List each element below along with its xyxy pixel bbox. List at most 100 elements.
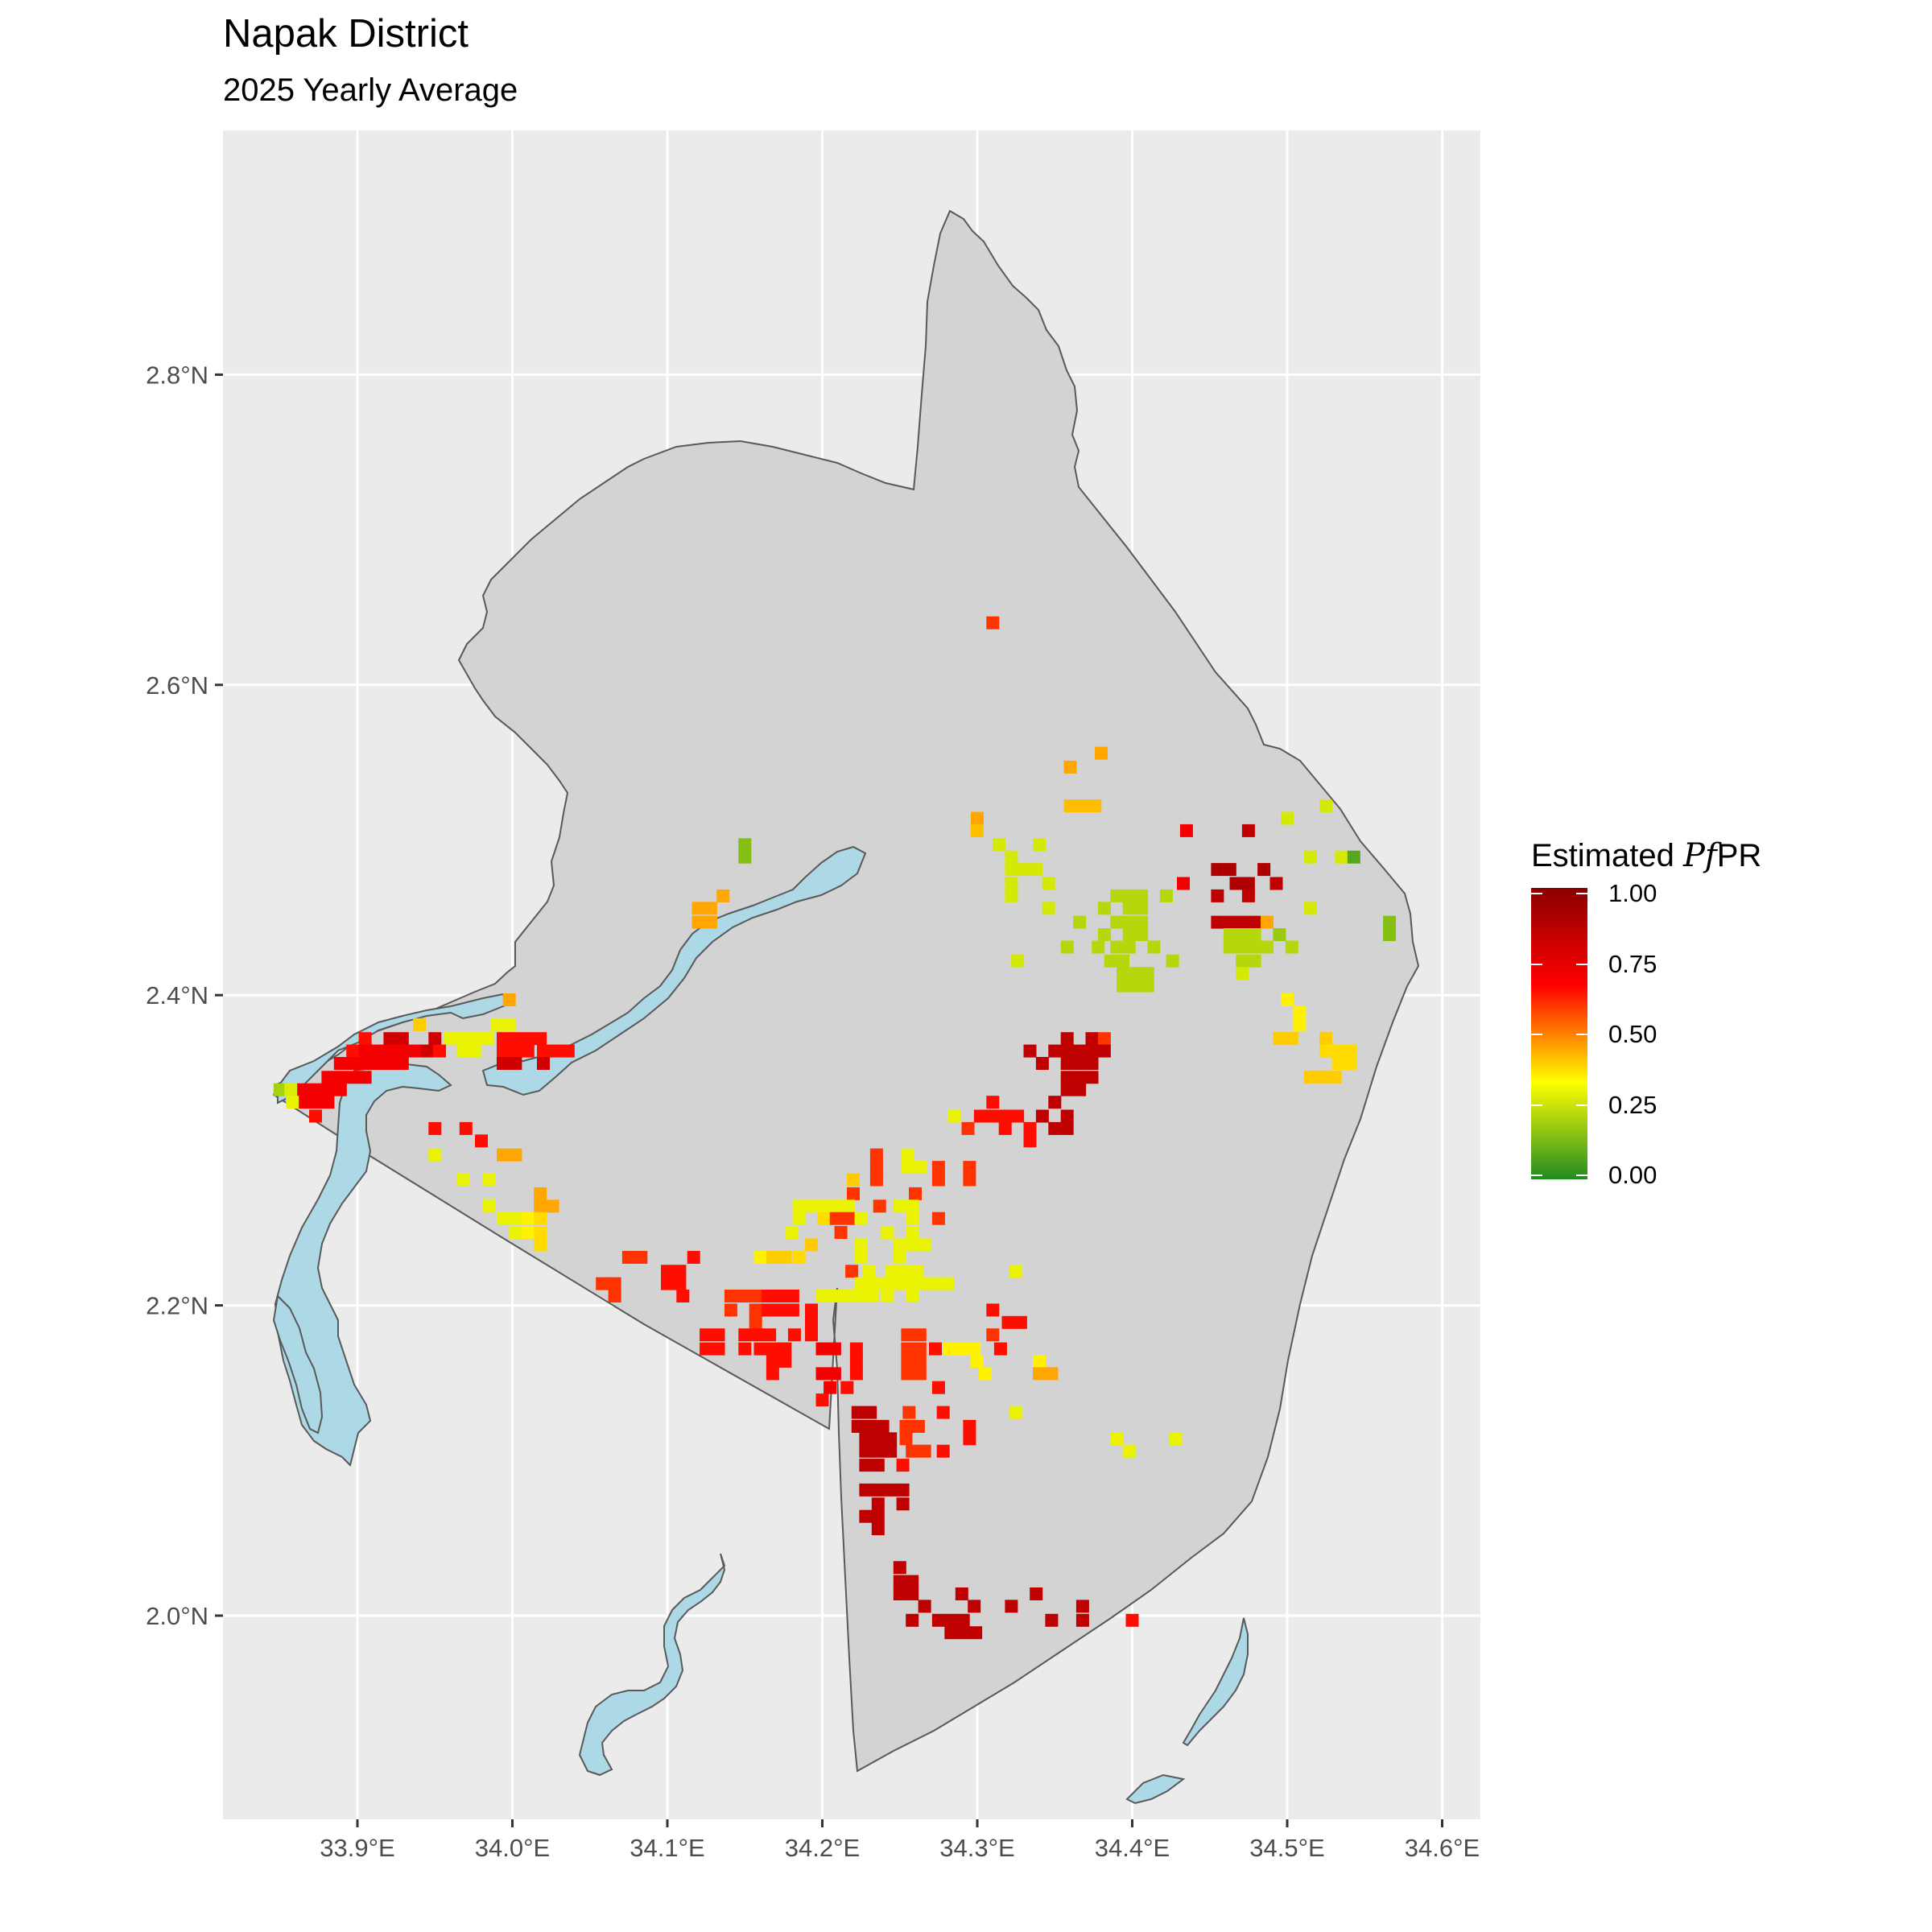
pfpr-cell-99: [1097, 1032, 1111, 1046]
pfpr-cell-180: [898, 1265, 911, 1278]
pfpr-cell-126: [1023, 1121, 1037, 1135]
pfpr-cell-270: [902, 1406, 916, 1419]
pfpr-cell-355: [521, 1044, 535, 1058]
pfpr-cell-110: [1060, 1071, 1074, 1084]
pfpr-cell-114: [1073, 1083, 1087, 1096]
pfpr-cell-109: [1085, 1057, 1099, 1070]
pfpr-cell-407: [716, 889, 730, 902]
pfpr-cell-342: [534, 1032, 547, 1046]
pfpr-cell-145: [817, 1199, 831, 1213]
legend-label-2: 0.50: [1608, 1020, 1657, 1048]
pfpr-cell-367: [537, 1057, 550, 1070]
pfpr-cell-3: [1063, 799, 1077, 813]
pfpr-cell-360: [346, 1057, 360, 1070]
pfpr-cell-10: [1005, 850, 1018, 864]
legend-tick-left-0: [1531, 893, 1542, 894]
pfpr-cell-246: [968, 1342, 981, 1356]
pfpr-cell-327: [502, 993, 516, 1006]
pfpr-cell-160: [881, 1226, 894, 1239]
pfpr-cell-12: [1017, 863, 1030, 877]
pfpr-cell-173: [621, 1250, 635, 1264]
pfpr-cell-379: [309, 1096, 322, 1109]
pfpr-cell-117: [947, 1109, 961, 1123]
pfpr-cell-366: [509, 1057, 522, 1070]
pfpr-cell-239: [828, 1342, 841, 1356]
pfpr-cell-102: [1060, 1044, 1074, 1058]
pfpr-cell-73: [1248, 928, 1261, 941]
pfpr-cell-200: [762, 1290, 775, 1302]
pfpr-cell-296: [896, 1459, 910, 1472]
pfpr-cell-83: [1281, 993, 1294, 1006]
pfpr-cell-216: [805, 1303, 818, 1317]
y-tick-label-1: 2.2°N: [146, 1292, 208, 1320]
pfpr-cell-188: [854, 1277, 868, 1290]
pfpr-cell-62: [1241, 889, 1255, 902]
x-tick-label-6: 34.5°E: [1249, 1834, 1324, 1862]
pfpr-cell-376: [273, 1083, 287, 1096]
pfpr-cell-378: [296, 1096, 310, 1109]
pfpr-cell-75: [1223, 940, 1236, 954]
pfpr-cell-349: [420, 1044, 434, 1058]
pfpr-cell-55: [1223, 863, 1236, 877]
pfpr-cell-187: [673, 1277, 687, 1290]
pfpr-cell-347: [395, 1044, 409, 1058]
pfpr-cell-221: [1013, 1315, 1027, 1329]
pfpr-cell-184: [596, 1277, 609, 1290]
pfpr-cell-52: [1335, 850, 1348, 864]
pfpr-cell-51: [1303, 850, 1317, 864]
pfpr-cell-79: [1285, 940, 1298, 954]
pfpr-cell-280: [859, 1432, 873, 1446]
pfpr-cell-373: [309, 1083, 322, 1096]
pfpr-cell-42: [1129, 967, 1142, 980]
pfpr-cell-162: [805, 1238, 818, 1252]
pfpr-cell-227: [787, 1328, 801, 1342]
lake-northwest: [277, 993, 509, 1104]
pfpr-cell-299: [884, 1483, 898, 1496]
pfpr-cell-17: [1042, 902, 1055, 915]
pfpr-cell-97: [1060, 1032, 1074, 1046]
pfpr-cell-281: [871, 1432, 885, 1446]
pfpr-cell-350: [433, 1044, 446, 1058]
pfpr-cell-278: [911, 1419, 925, 1433]
x-tick-label-2: 34.1°E: [630, 1834, 704, 1862]
pfpr-cell-394: [546, 1199, 559, 1213]
pfpr-cell-77: [1248, 940, 1261, 954]
pfpr-cell-307: [893, 1575, 906, 1588]
pfpr-cell-171: [854, 1250, 868, 1264]
pfpr-cell-166: [918, 1238, 931, 1252]
pfpr-cell-345: [371, 1044, 384, 1058]
pfpr-cell-185: [608, 1277, 621, 1290]
pfpr-cell-386: [428, 1148, 442, 1162]
pfpr-cell-186: [661, 1277, 674, 1290]
x-tick-label-4: 34.3°E: [939, 1834, 1014, 1862]
pfpr-cell-11: [1005, 863, 1018, 877]
pfpr-cell-228: [805, 1328, 818, 1342]
pfpr-cell-81: [1248, 954, 1261, 968]
pfpr-cell-241: [901, 1342, 914, 1356]
x-tick-label-3: 34.2°E: [785, 1834, 860, 1862]
pfpr-cell-8: [993, 838, 1005, 852]
pfpr-cell-174: [634, 1250, 648, 1264]
legend-label-0: 1.00: [1608, 879, 1657, 907]
pfpr-cell-149: [893, 1199, 906, 1213]
pfpr-cells: [273, 616, 1397, 1640]
pfpr-cell-365: [497, 1057, 510, 1070]
pfpr-cell-85: [1293, 1018, 1307, 1031]
pfpr-cell-288: [871, 1444, 885, 1458]
legend-tick-right-3: [1576, 1104, 1587, 1106]
pfpr-cell-240: [849, 1342, 863, 1356]
pfpr-cell-320: [956, 1613, 970, 1627]
pfpr-cell-229: [901, 1328, 914, 1342]
pfpr-cell-368: [321, 1071, 335, 1084]
pfpr-cell-96: [1328, 1071, 1342, 1084]
pfpr-cell-396: [509, 1212, 522, 1225]
pfpr-cell-164: [893, 1238, 906, 1252]
pfpr-cell-133: [901, 1161, 914, 1174]
pfpr-cell-26: [1110, 915, 1124, 929]
pfpr-cell-319: [944, 1613, 958, 1627]
pfpr-cell-230: [913, 1328, 927, 1342]
pfpr-cell-371: [358, 1071, 372, 1084]
pfpr-cell-170: [792, 1250, 806, 1264]
pfpr-cell-167: [753, 1250, 767, 1264]
pfpr-cell-305: [871, 1522, 885, 1536]
